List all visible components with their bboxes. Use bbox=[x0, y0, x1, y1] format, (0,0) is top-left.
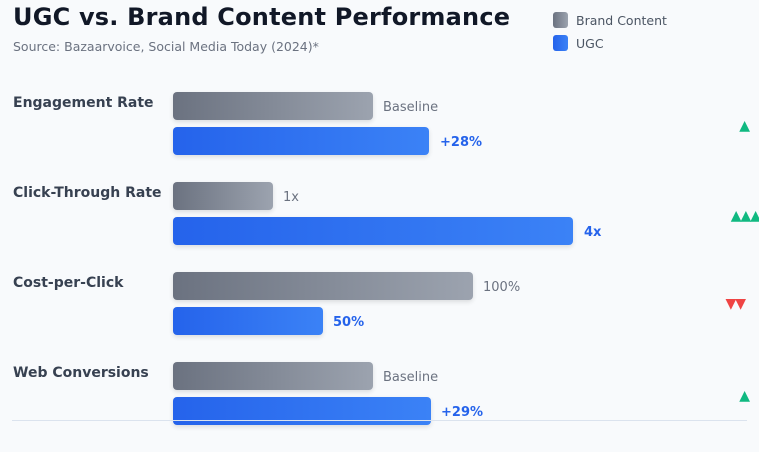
trend-up-icon: ▲ bbox=[739, 388, 750, 404]
brand-bar bbox=[173, 362, 373, 390]
metric-row-conversions: Web Conversions Baseline +29% ▲ bbox=[0, 362, 759, 452]
metric-label: Click-Through Rate bbox=[13, 185, 162, 201]
legend: Brand Content UGC bbox=[553, 12, 667, 58]
legend-item-brand: Brand Content bbox=[553, 12, 667, 28]
metric-label: Cost-per-Click bbox=[13, 275, 124, 291]
trend-up-icon: ▲▲▲ bbox=[730, 208, 759, 224]
ugc-value: +29% bbox=[441, 405, 484, 420]
ugc-bar bbox=[173, 217, 573, 245]
metric-row-cpc: Cost-per-Click 100% 50% ▼▼ bbox=[0, 272, 759, 362]
legend-item-ugc: UGC bbox=[553, 35, 667, 51]
brand-value: 100% bbox=[483, 280, 521, 295]
legend-label: Brand Content bbox=[576, 12, 667, 28]
brand-bar bbox=[173, 272, 473, 300]
legend-swatch-brand bbox=[553, 12, 568, 28]
chart-title: UGC vs. Brand Content Performance bbox=[13, 3, 511, 31]
legend-swatch-ugc bbox=[553, 35, 568, 51]
metric-row-ctr: Click-Through Rate 1x 4x ▲▲▲ bbox=[0, 182, 759, 272]
ugc-value: +28% bbox=[440, 135, 483, 150]
ugc-bar bbox=[173, 307, 323, 335]
chart-subtitle: Source: Bazaarvoice, Social Media Today … bbox=[13, 39, 319, 54]
metric-row-engagement: Engagement Rate Baseline +28% ▲ bbox=[0, 92, 759, 182]
ugc-bar bbox=[173, 127, 429, 155]
brand-value: Baseline bbox=[383, 100, 439, 115]
brand-value: Baseline bbox=[383, 370, 439, 385]
trend-down-icon: ▼▼ bbox=[725, 296, 746, 312]
brand-bar bbox=[173, 92, 373, 120]
ugc-value: 4x bbox=[584, 225, 602, 240]
divider bbox=[12, 420, 747, 421]
metric-label: Web Conversions bbox=[13, 365, 149, 381]
metric-label: Engagement Rate bbox=[13, 95, 154, 111]
brand-bar bbox=[173, 182, 273, 210]
ugc-value: 50% bbox=[333, 315, 365, 330]
brand-value: 1x bbox=[283, 190, 299, 205]
legend-label: UGC bbox=[576, 35, 604, 51]
trend-up-icon: ▲ bbox=[739, 118, 750, 134]
